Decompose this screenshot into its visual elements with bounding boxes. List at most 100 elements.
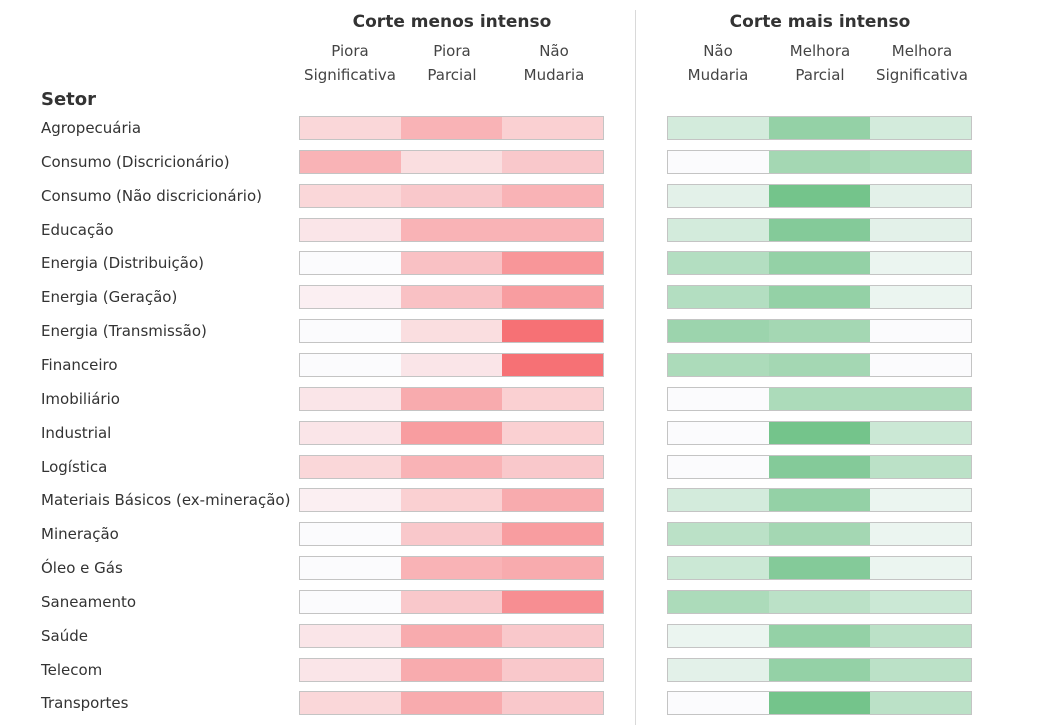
bar-corte-mais-intenso: [667, 691, 972, 715]
column-header: Melhora Parcial: [789, 42, 851, 84]
bar-corte-mais-intenso: [667, 184, 972, 208]
heatmap-cell: [502, 151, 603, 173]
row-label: Energia (Transmissão): [41, 322, 207, 340]
heatmap-cell: [502, 252, 603, 274]
heatmap-cell: [769, 625, 870, 647]
heatmap-cell: [300, 151, 401, 173]
row-label: Óleo e Gás: [41, 559, 123, 577]
row-label: Materiais Básicos (ex-mineração): [41, 491, 291, 509]
heatmap-cell: [401, 422, 502, 444]
heatmap-cell: [502, 659, 603, 681]
heatmap-cell: [401, 320, 502, 342]
bar-corte-menos-intenso: [299, 421, 604, 445]
row-label: Consumo (Discricionário): [41, 153, 230, 171]
bar-corte-mais-intenso: [667, 218, 972, 242]
bar-corte-menos-intenso: [299, 116, 604, 140]
heatmap-cell: [870, 151, 971, 173]
bar-corte-mais-intenso: [667, 251, 972, 275]
heatmap-cell: [300, 320, 401, 342]
heatmap-cell: [668, 286, 769, 308]
row-label: Logística: [41, 458, 108, 476]
heatmap-cell: [870, 252, 971, 274]
bar-corte-mais-intenso: [667, 319, 972, 343]
heatmap-cell: [769, 252, 870, 274]
heatmap-cell: [769, 117, 870, 139]
heatmap-cell: [668, 523, 769, 545]
heatmap-cell: [401, 388, 502, 410]
row-label: Industrial: [41, 424, 112, 442]
heatmap-cell: [870, 354, 971, 376]
bar-corte-mais-intenso: [667, 455, 972, 479]
row-label: Saúde: [41, 627, 88, 645]
heatmap-cell: [502, 523, 603, 545]
heatmap-cell: [668, 320, 769, 342]
bar-corte-mais-intenso: [667, 556, 972, 580]
heatmap-cell: [502, 591, 603, 613]
heatmap-cell: [769, 286, 870, 308]
heatmap-cell: [769, 388, 870, 410]
heatmap-cell: [870, 117, 971, 139]
heatmap-cell: [870, 557, 971, 579]
heatmap-cell: [870, 320, 971, 342]
heatmap-cell: [870, 625, 971, 647]
heatmap-cell: [668, 659, 769, 681]
bar-corte-menos-intenso: [299, 353, 604, 377]
heatmap-cell: [401, 523, 502, 545]
heatmap-cell: [769, 185, 870, 207]
heatmap-cell: [300, 523, 401, 545]
heatmap-cell: [300, 354, 401, 376]
heatmap-cell: [300, 591, 401, 613]
group-divider: [635, 10, 636, 725]
heatmap-cell: [769, 523, 870, 545]
heatmap-cell: [870, 422, 971, 444]
bar-corte-mais-intenso: [667, 285, 972, 309]
bar-corte-menos-intenso: [299, 319, 604, 343]
heatmap-cell: [769, 692, 870, 714]
heatmap-cell: [769, 591, 870, 613]
heatmap-cell: [769, 354, 870, 376]
heatmap-cell: [870, 456, 971, 478]
heatmap-cell: [401, 659, 502, 681]
heatmap-cell: [769, 422, 870, 444]
group-title-corte-menos-intenso: Corte menos intenso: [352, 12, 552, 32]
bar-corte-menos-intenso: [299, 691, 604, 715]
row-label: Energia (Distribuição): [41, 254, 205, 272]
heatmap-cell: [668, 219, 769, 241]
heatmap-cell: [502, 219, 603, 241]
heatmap-cell: [870, 591, 971, 613]
bar-corte-menos-intenso: [299, 285, 604, 309]
heatmap-cell: [401, 489, 502, 511]
heatmap-cell: [668, 117, 769, 139]
heatmap-cell: [300, 456, 401, 478]
heatmap-cell: [668, 422, 769, 444]
column-header: Piora Parcial: [427, 42, 477, 84]
row-label: Financeiro: [41, 356, 118, 374]
heatmap-cell: [300, 557, 401, 579]
heatmap-cell: [870, 523, 971, 545]
bar-corte-menos-intenso: [299, 455, 604, 479]
bar-corte-mais-intenso: [667, 624, 972, 648]
column-header: Piora Significativa: [304, 42, 396, 84]
heatmap-cell: [769, 456, 870, 478]
column-header: Não Mudaria: [523, 42, 585, 84]
heatmap-cell: [401, 185, 502, 207]
heatmap-cell: [668, 388, 769, 410]
row-header-setor: Setor: [41, 89, 97, 110]
heatmap-cell: [668, 489, 769, 511]
heatmap-cell: [300, 659, 401, 681]
heatmap-cell: [502, 422, 603, 444]
heatmap-cell: [870, 388, 971, 410]
heatmap-cell: [502, 557, 603, 579]
heatmap-cell: [300, 625, 401, 647]
heatmap-cell: [502, 692, 603, 714]
heatmap-cell: [668, 692, 769, 714]
bar-corte-menos-intenso: [299, 590, 604, 614]
bar-corte-mais-intenso: [667, 522, 972, 546]
row-label: Transportes: [41, 694, 129, 712]
heatmap-cell: [502, 388, 603, 410]
heatmap-cell: [668, 456, 769, 478]
heatmap-cell: [401, 117, 502, 139]
heatmap-cell: [502, 320, 603, 342]
heatmap-cell: [870, 659, 971, 681]
bar-corte-mais-intenso: [667, 421, 972, 445]
